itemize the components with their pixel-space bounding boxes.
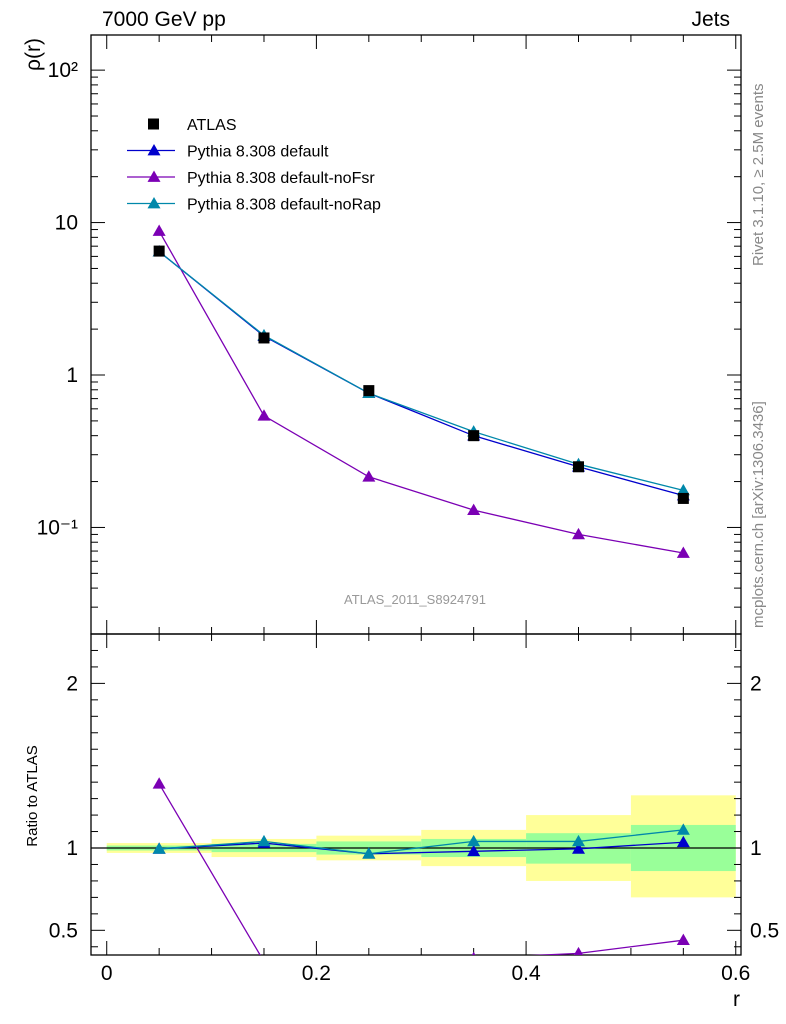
- legend-label: Pythia 8.308 default: [187, 144, 329, 161]
- analysis-watermark: ATLAS_2011_S8924791: [344, 592, 486, 607]
- ratio-point-1: [362, 962, 375, 973]
- ratio-tick-label-right: 0.5: [750, 919, 779, 942]
- legend-label: ATLAS: [187, 117, 237, 134]
- x-tick-label: 0.6: [721, 962, 750, 985]
- y-tick-label: 1: [66, 364, 78, 387]
- ratio-point-0: [467, 844, 481, 857]
- data-point: [573, 461, 584, 473]
- ratio-point-1: [471, 951, 476, 955]
- ratio-line-2: [159, 829, 684, 855]
- ratio-point-0: [572, 842, 585, 854]
- x-axis-label: r: [733, 988, 740, 1011]
- ratio-point-2: [257, 834, 271, 847]
- legend-marker: [147, 144, 161, 156]
- series-point-1: [676, 546, 690, 558]
- ratio-line-1: [158, 783, 684, 955]
- ratio-point-2: [676, 823, 690, 835]
- x-tick-label: 0: [101, 962, 113, 985]
- y-tick-label: 10⁻¹: [37, 516, 78, 539]
- ratio-tick-label-right: 1: [750, 837, 762, 860]
- y-tick-label: 10: [55, 212, 78, 235]
- ratio-tick-label-left: 0.5: [49, 919, 78, 942]
- ratio-point-1: [152, 777, 166, 789]
- y-tick-label: 10²: [48, 59, 78, 82]
- ratio-line-0: [159, 841, 684, 855]
- series-point-2: [676, 483, 690, 496]
- header-right: Jets: [691, 8, 730, 31]
- legend-marker-data: [148, 118, 159, 130]
- series-point-1: [362, 470, 376, 482]
- legend-label: Pythia 8.308 default-noRap: [187, 197, 381, 214]
- ratio-tick-label-right: 2: [750, 672, 762, 695]
- ratio-point-2: [362, 847, 376, 859]
- ratio-point-1: [573, 946, 584, 955]
- ratio-axis-label: Ratio to ATLAS: [24, 745, 41, 846]
- main-panel-series: [152, 224, 690, 558]
- series-line-2: [158, 251, 684, 492]
- ratio-point-1: [676, 933, 690, 946]
- ratio-point-2: [467, 834, 481, 847]
- data-point: [258, 332, 270, 344]
- x-tick-label: 0.2: [302, 962, 331, 985]
- series-point-1: [257, 409, 271, 421]
- series-line-0: [158, 251, 684, 497]
- y-axis-label: ρ(r): [22, 38, 45, 71]
- series-line-1: [158, 230, 684, 554]
- ratio-point-2: [572, 834, 585, 847]
- series-point-1: [152, 224, 166, 236]
- x-tick-label: 0.4: [511, 962, 541, 985]
- axis-labels: 0 0.2 0.4 0.6 10⁻¹ 1 10 10² 0.5 0.5 1 1 2 2 ρ(r) Ratio …: [22, 38, 779, 1011]
- ratio-panel-series: [152, 777, 690, 973]
- legend-marker: [147, 197, 161, 209]
- data-point: [363, 385, 375, 397]
- ratio-point-0: [676, 835, 690, 848]
- ratio-tick-label-left: 2: [66, 672, 78, 695]
- series-point-1: [467, 503, 481, 515]
- series-lines: [152, 224, 690, 973]
- ratio-panel-frame: [90, 633, 742, 956]
- series-point-1: [572, 527, 585, 540]
- ratio-point-2: [152, 842, 166, 854]
- header-left: 7000 GeV pp: [102, 8, 226, 31]
- data-point: [677, 492, 689, 504]
- ratio-point-1: [257, 955, 270, 966]
- ratio-tick-label-left: 1: [66, 837, 78, 860]
- data-point: [153, 245, 165, 257]
- legend-label: Pythia 8.308 default-noFsr: [187, 170, 375, 187]
- data-point: [468, 430, 480, 442]
- legend-marker: [147, 170, 161, 182]
- axis-ticks: [91, 35, 741, 955]
- legend: ATLAS Pythia 8.308 default Pythia 8.308 de…: [127, 117, 381, 214]
